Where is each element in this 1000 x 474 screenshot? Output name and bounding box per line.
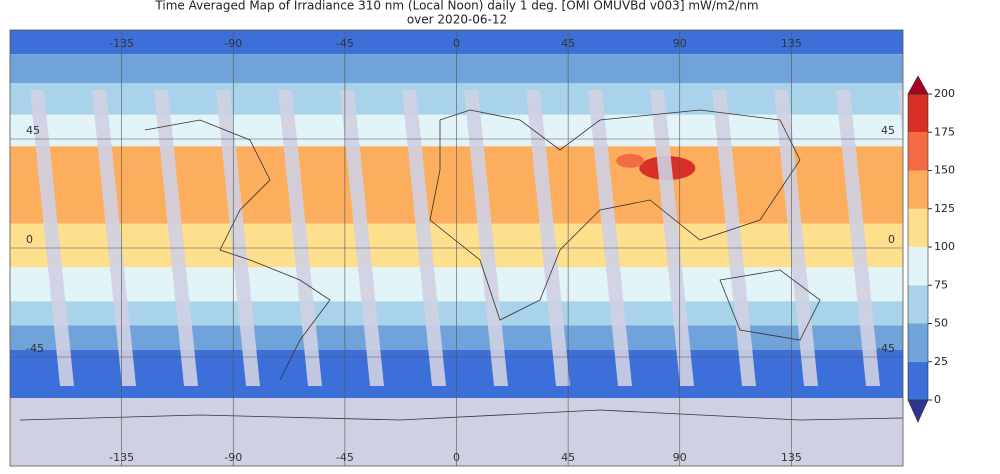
- orbit-gap: [898, 90, 903, 140]
- orbit-gap: [402, 90, 446, 386]
- map-overlay: -135 -135 -90 -90 -45 -45 0 0 45 45 90 90 135 135 45 45…: [10, 30, 903, 466]
- subtitle: over 2020-06-12: [407, 13, 507, 27]
- colorbar-segment: [908, 208, 928, 247]
- orbit-gap: [526, 90, 570, 386]
- lon-label: 0: [453, 451, 460, 464]
- colorbar-label: 200: [934, 87, 955, 100]
- lon-label: -90: [224, 451, 242, 464]
- lat-label: -45: [877, 342, 895, 355]
- orbit-gap: [712, 90, 756, 386]
- lat-label: 0: [26, 233, 33, 246]
- coastline: [719, 269, 821, 341]
- colorbar-label: 50: [934, 317, 948, 330]
- colorbar-label: 125: [934, 202, 955, 215]
- orbit-gap: [588, 90, 632, 386]
- hot-spot: [616, 153, 645, 168]
- colorbar: 0 25 50 75 100 125 150 175 200: [907, 75, 955, 423]
- colorbar-segment: [908, 361, 928, 400]
- lon-label: 90: [673, 451, 687, 464]
- lat-label: 0: [888, 233, 895, 246]
- coastline: [429, 109, 801, 321]
- colorbar-under: [907, 399, 929, 423]
- lon-label: 45: [561, 451, 575, 464]
- coastline: [19, 409, 903, 421]
- colorbar-segment: [908, 247, 928, 286]
- lat-label: -45: [26, 342, 44, 355]
- lon-label: -90: [224, 37, 242, 50]
- orbit-gap: [340, 90, 384, 386]
- lon-label: -45: [336, 37, 354, 50]
- orbit-gap: [836, 90, 880, 386]
- colorbar-segment: [908, 285, 928, 324]
- lon-label: 45: [561, 37, 575, 50]
- orbit-gap: [774, 90, 818, 386]
- colorbar-segment: [908, 170, 928, 209]
- colorbar-segment: [908, 94, 928, 133]
- lon-label: -135: [109, 451, 134, 464]
- colorbar-label: 100: [934, 240, 955, 253]
- colorbar-label: 175: [934, 125, 955, 138]
- colorbar-label: 150: [934, 164, 955, 177]
- lon-label: 0: [453, 37, 460, 50]
- colorbar-segment: [908, 323, 928, 362]
- title: Time Averaged Map of Irradiance 310 nm (…: [154, 0, 758, 13]
- lon-label: 90: [673, 37, 687, 50]
- lon-label: -135: [109, 37, 134, 50]
- orbit-gap: [30, 90, 74, 386]
- orbit-gap: [216, 90, 260, 386]
- orbit-gap: [650, 90, 694, 386]
- colorbar-label: 0: [934, 393, 941, 406]
- orbit-gap: [278, 90, 322, 386]
- lon-label: 135: [781, 37, 802, 50]
- colorbar-label: 75: [934, 278, 948, 291]
- colorbar-label: 25: [934, 355, 948, 368]
- colorbar-over: [907, 75, 929, 95]
- lon-label: 135: [781, 451, 802, 464]
- lat-label: 45: [26, 124, 40, 137]
- lon-label: -45: [336, 451, 354, 464]
- orbit-gap: [92, 90, 136, 386]
- lat-label: 45: [881, 124, 895, 137]
- colorbar-segment: [908, 132, 928, 171]
- orbit-gap: [154, 90, 198, 386]
